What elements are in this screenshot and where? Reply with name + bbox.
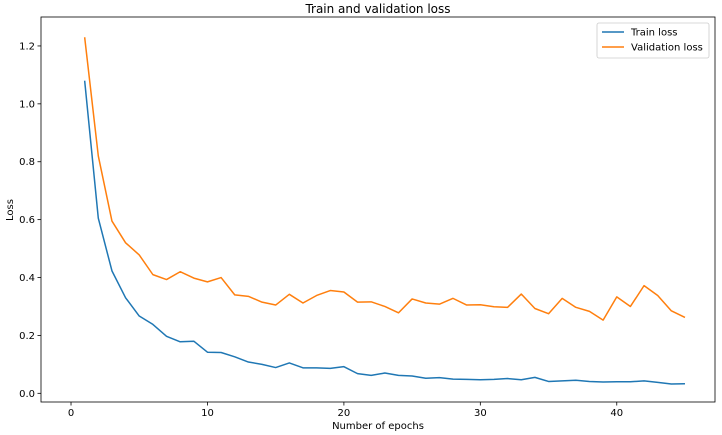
x-tick-label: 0	[68, 408, 74, 419]
y-tick-label: 0.8	[19, 157, 35, 168]
plot-area	[40, 16, 716, 403]
y-tick-label: 0.2	[19, 331, 35, 342]
x-tick-label: 20	[338, 408, 351, 419]
y-tick-label: 0.6	[19, 215, 35, 226]
y-tick-label: 1.0	[19, 99, 35, 110]
y-axis-label: Loss	[5, 199, 16, 221]
x-tick-label: 30	[474, 408, 487, 419]
x-axis: 0 10 20 30 40	[68, 402, 623, 419]
y-tick-label: 0.4	[19, 273, 35, 284]
series-lines	[83, 37, 686, 385]
x-tick-label: 40	[610, 408, 623, 419]
series-line-validation-loss	[83, 37, 686, 321]
y-tick-label: 0.0	[19, 389, 35, 400]
y-tick-label: 1.2	[19, 41, 35, 52]
y-axis: 0.0 0.2 0.4 0.6 0.8 1.0 1.2	[19, 41, 41, 400]
legend-label-train-loss: Train loss	[630, 28, 678, 39]
legend-label-validation-loss: Validation loss	[631, 43, 703, 54]
legend-box	[596, 22, 710, 59]
legend: Train loss Validation loss	[596, 22, 710, 59]
chart-title: Train and validation loss	[304, 2, 450, 16]
x-axis-label: Number of epochs	[332, 421, 424, 432]
series-line-train-loss	[83, 80, 685, 385]
x-tick-label: 10	[201, 408, 214, 419]
